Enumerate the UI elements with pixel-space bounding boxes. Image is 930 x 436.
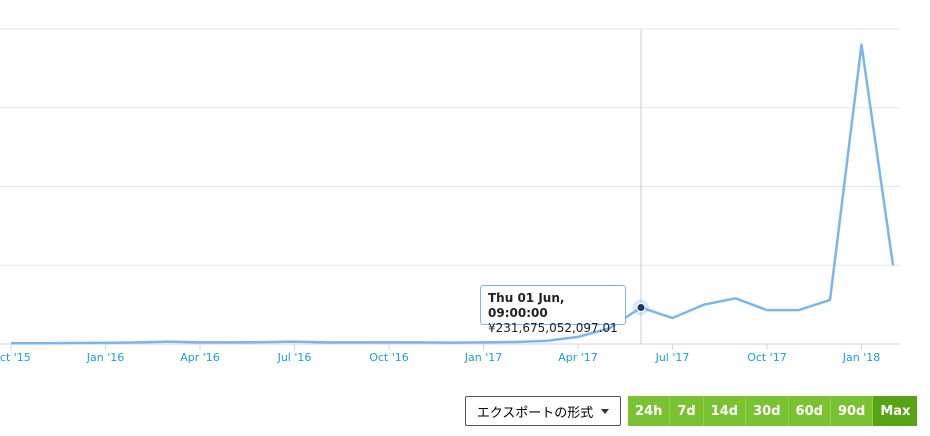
range-button[interactable]: 24h [628,396,671,426]
x-tick-label: Apr '17 [558,351,598,364]
x-tick-label: Oct '15 [0,351,31,364]
range-button[interactable]: 90d [830,396,874,426]
range-button[interactable]: 7d [670,396,704,426]
range-button[interactable]: 30d [746,396,789,426]
export-label: エクスポートの形式 [476,405,594,421]
export-dropdown[interactable]: エクスポートの形式 [465,396,621,426]
range-button[interactable]: 14d [703,396,747,426]
range-button[interactable]: Max [873,396,918,426]
tooltip-title: Thu 01 Jun, 09:00:00 [488,291,565,320]
tooltip: Thu 01 Jun, 09:00:00 ¥231,675,052,097.01 [480,285,626,335]
x-tick-label: Jan '17 [464,351,502,364]
x-tick-label: Jan '18 [842,351,880,364]
x-tick-label: Apr '16 [180,351,220,364]
x-tick-label: Oct '16 [369,351,409,364]
hover-point [636,303,646,313]
range-button[interactable]: 60d [788,396,831,426]
x-tick-label: Oct '17 [747,351,787,364]
tooltip-value: ¥231,675,052,097.01 [488,321,618,335]
x-tick-label: Jan '16 [86,351,124,364]
x-tick-label: Jul '16 [277,351,312,364]
range-buttons: 24h 7d 14d 30d 60d 90d Max [628,396,918,426]
x-tick-label: Jul '17 [655,351,690,364]
line [11,43,895,345]
